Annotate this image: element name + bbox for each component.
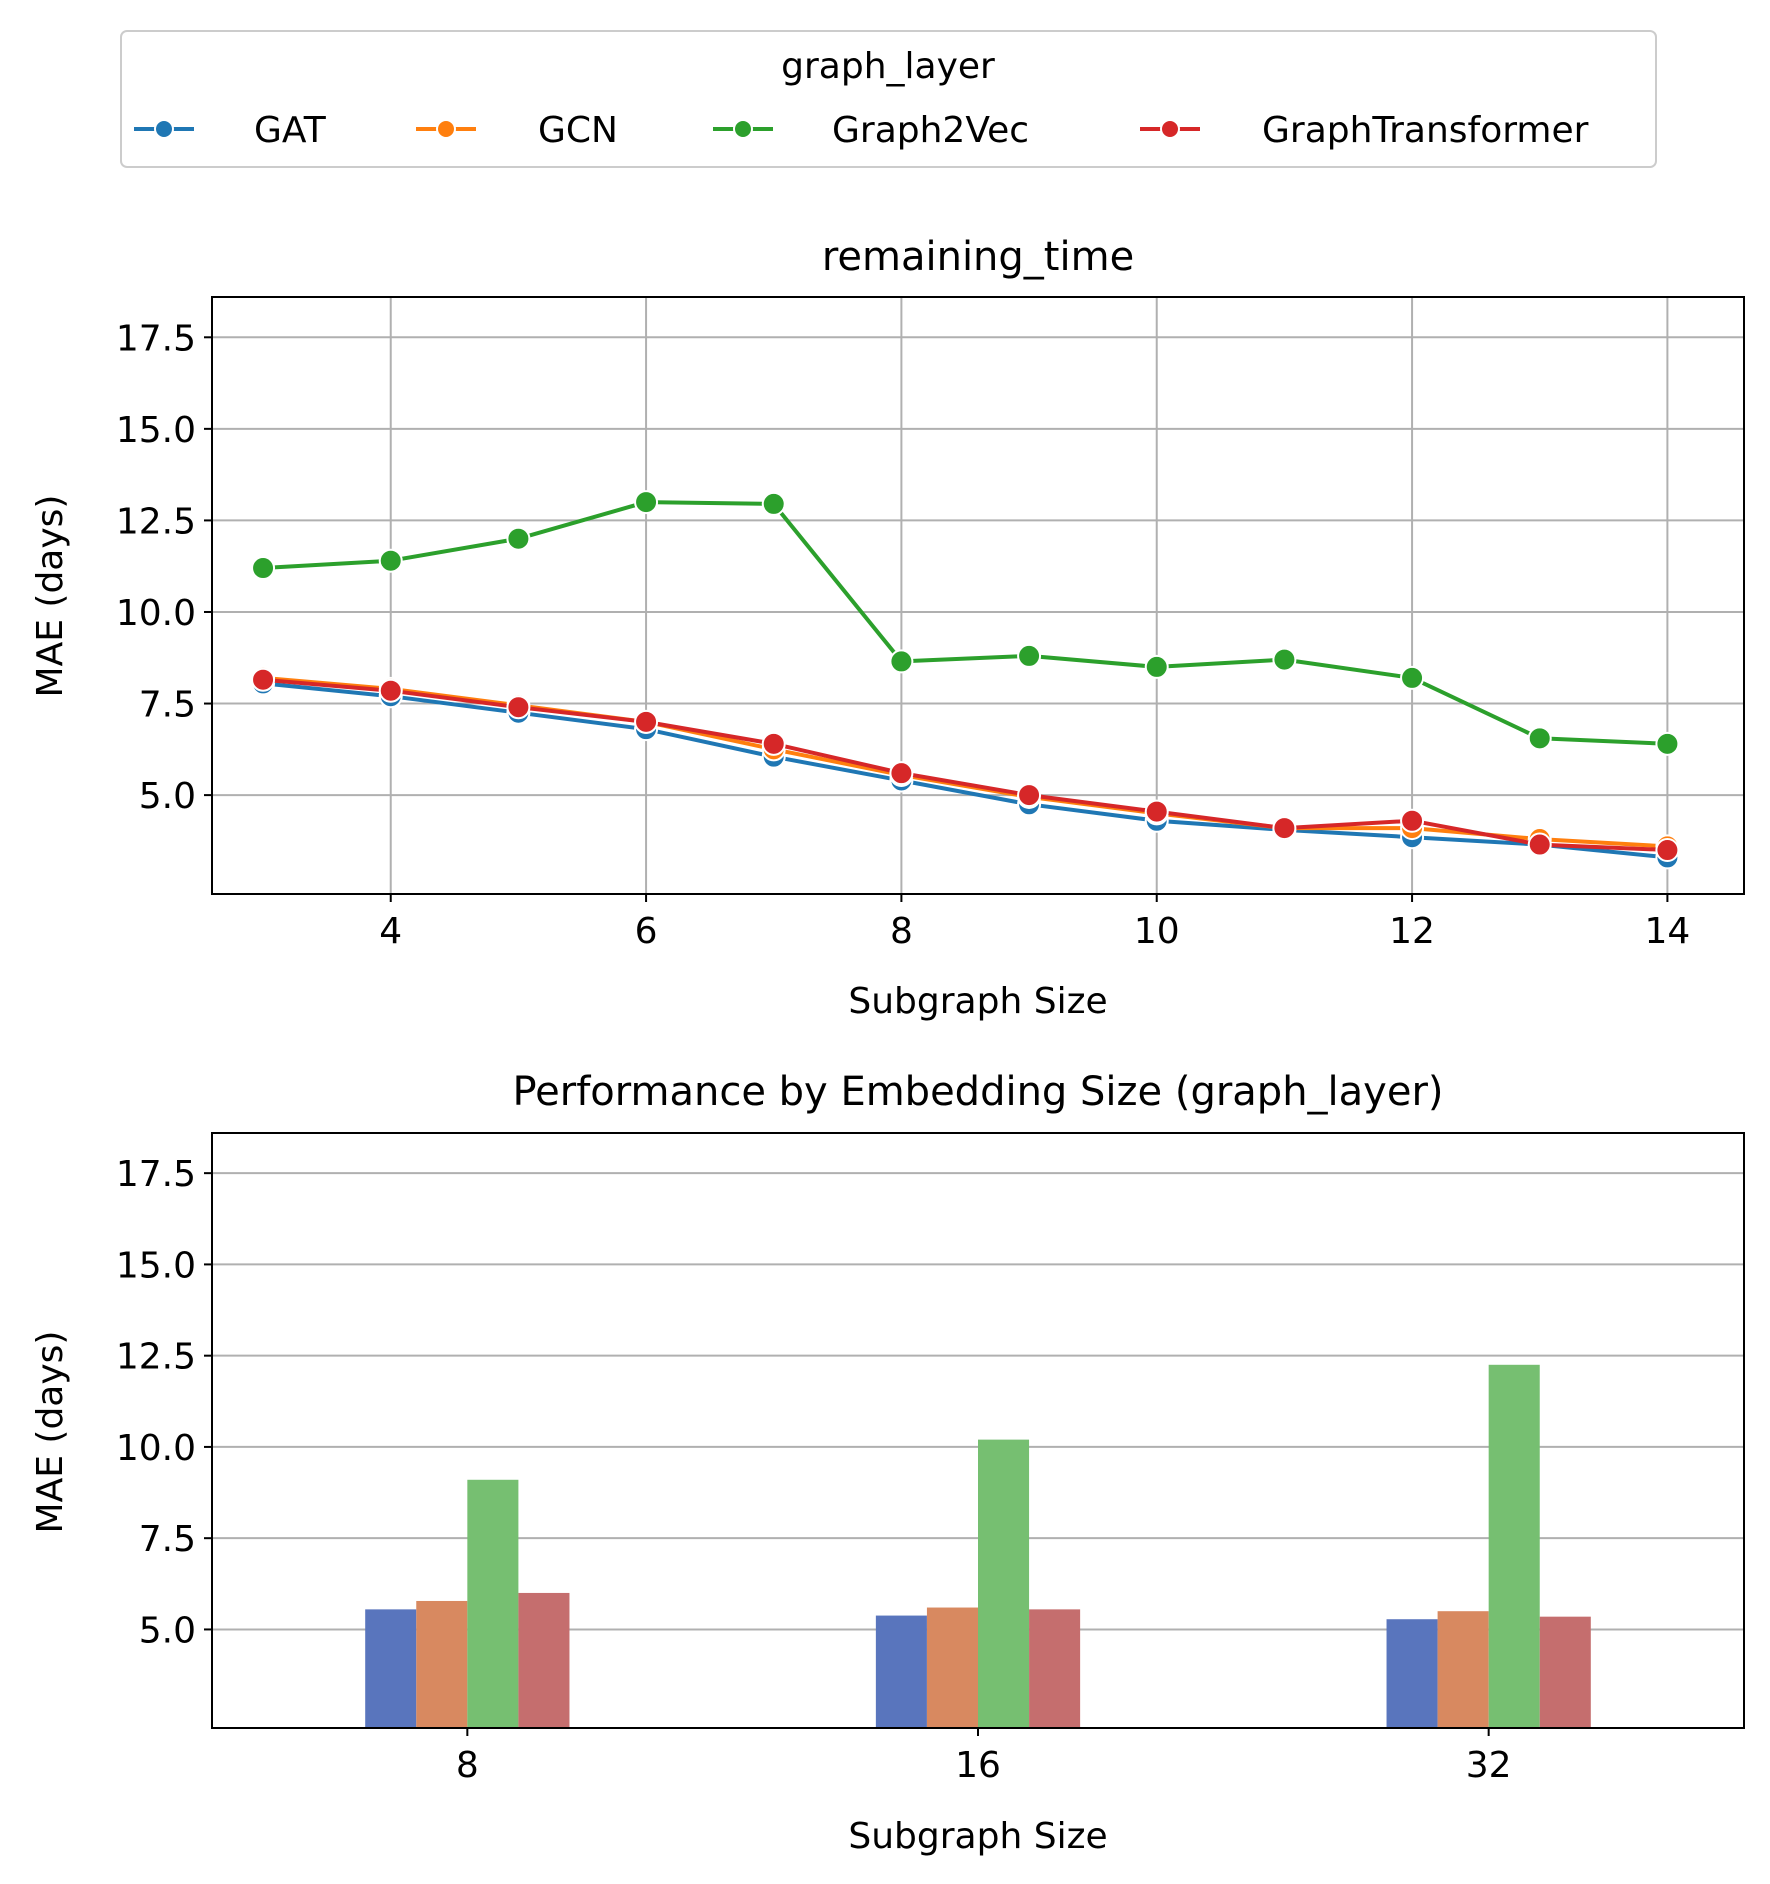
x-tick-label: 16: [955, 1745, 1001, 1786]
bar-chart-bars: [365, 1364, 1591, 1728]
bar-graphtransformer-32: [1539, 1616, 1591, 1728]
line-chart-title: remaining_time: [822, 234, 1134, 280]
legend-entry-gat: GAT: [134, 110, 327, 151]
y-tick-label: 12.5: [116, 1337, 196, 1378]
y-tick-label: 15.0: [116, 1245, 196, 1286]
bar-chart-x-label: Subgraph Size: [848, 1816, 1107, 1857]
data-point-graphtransformer: [1655, 838, 1680, 863]
x-tick-label: 8: [890, 911, 913, 952]
y-tick-label: 17.5: [116, 318, 196, 359]
x-tick-label: 8: [456, 1745, 479, 1786]
data-point-graphtransformer: [378, 678, 403, 703]
data-point-graphtransformer: [634, 709, 659, 734]
data-point-graphtransformer: [506, 695, 531, 720]
line-chart-x-label: Subgraph Size: [848, 981, 1107, 1022]
data-point-graphtransformer: [1017, 783, 1042, 808]
series-line-gat: [262, 681, 1668, 860]
y-tick-label: 12.5: [116, 501, 196, 542]
y-tick-label: 5.0: [139, 776, 196, 817]
y-tick-label: 17.5: [116, 1154, 196, 1195]
x-tick-label: 14: [1644, 911, 1690, 952]
bar-gcn-16: [926, 1607, 978, 1728]
bar-chart: Performance by Embedding Size (graph_lay…: [30, 1069, 1745, 1857]
data-point-graph2vec: [1144, 654, 1169, 679]
legend-marker-graphtransformer: [1160, 119, 1180, 139]
legend-marker-gat: [154, 119, 174, 139]
legend-entry-gcn: GCN: [416, 110, 618, 151]
legend-entry-graph2vec: Graph2Vec: [713, 110, 1029, 151]
bar-chart-y-label: MAE (days): [30, 1331, 71, 1534]
x-tick-label: 32: [1466, 1745, 1512, 1786]
bar-graph2vec-16: [978, 1439, 1030, 1728]
legend-title: graph_layer: [781, 46, 995, 87]
data-point-graphtransformer: [761, 731, 786, 756]
line-chart-y-label: MAE (days): [30, 495, 71, 698]
data-point-graph2vec: [1655, 731, 1680, 756]
x-tick-label: 10: [1134, 911, 1180, 952]
data-point-graphtransformer: [1272, 816, 1297, 841]
legend-marker-graph2vec: [733, 119, 753, 139]
bar-chart-title: Performance by Embedding Size (graph_lay…: [512, 1069, 1443, 1115]
legend-entry-graphtransformer: GraphTransformer: [1140, 110, 1589, 151]
bar-gat-8: [365, 1609, 417, 1728]
bar-graph2vec-32: [1488, 1364, 1540, 1728]
line-chart: remaining_time 4 6 8 10 12 14 5.0 7.5 10.0 12.5 1…: [30, 234, 1745, 1022]
data-point-graphtransformer: [1400, 808, 1425, 833]
data-point-graphtransformer: [1527, 832, 1552, 857]
y-tick-label: 15.0: [116, 410, 196, 451]
y-tick-label: 10.0: [116, 1428, 196, 1469]
series-graph2vec: [251, 490, 1680, 756]
series-graphtransformer: [251, 667, 1680, 863]
line-chart-frame: [211, 296, 1745, 895]
data-point-graph2vec: [1400, 665, 1425, 690]
data-point-graph2vec: [1527, 726, 1552, 751]
bar-graphtransformer-8: [518, 1592, 570, 1728]
x-tick-label: 12: [1389, 911, 1435, 952]
data-point-graph2vec: [761, 491, 786, 516]
line-chart-series: [251, 490, 1680, 870]
series-line-graphtransformer: [262, 677, 1668, 852]
legend: graph_layer GAT GCN Graph2Vec GraphTrans…: [120, 30, 1657, 168]
legend-label-graphtransformer: GraphTransformer: [1262, 110, 1589, 151]
bar-gcn-32: [1437, 1611, 1489, 1728]
bar-gat-32: [1386, 1619, 1438, 1728]
line-chart-y-ticks: 5.0 7.5 10.0 12.5 15.0 17.5: [116, 318, 212, 817]
data-point-graph2vec: [1272, 647, 1297, 672]
line-chart-grid: [212, 297, 1744, 894]
legend-label-gat: GAT: [254, 110, 327, 151]
bar-gcn-8: [416, 1600, 468, 1728]
y-tick-label: 10.0: [116, 593, 196, 634]
bar-chart-y-ticks: 5.0 7.5 10.0 12.5 15.0 17.5: [116, 1154, 212, 1651]
data-point-graphtransformer: [889, 761, 914, 786]
legend-frame: [120, 30, 1657, 168]
legend-label-gcn: GCN: [538, 110, 618, 151]
data-point-graphtransformer: [251, 667, 276, 692]
bar-graph2vec-8: [467, 1479, 519, 1728]
series-line-graph2vec: [262, 500, 1668, 746]
y-tick-label: 7.5: [139, 1519, 196, 1560]
bar-graphtransformer-16: [1029, 1609, 1081, 1728]
legend-label-graph2vec: Graph2Vec: [832, 110, 1029, 151]
line-chart-x-ticks: 4 6 8 10 12 14: [379, 894, 1690, 952]
x-tick-label: 4: [379, 911, 402, 952]
bar-chart-x-ticks: 8 16 32: [456, 1728, 1512, 1786]
data-point-graph2vec: [1017, 643, 1042, 668]
data-point-graphtransformer: [1144, 799, 1169, 824]
x-tick-label: 6: [635, 911, 658, 952]
legend-marker-gcn: [436, 119, 456, 139]
data-point-graph2vec: [506, 526, 531, 551]
data-point-graph2vec: [634, 490, 659, 515]
y-tick-label: 5.0: [139, 1610, 196, 1651]
data-point-graph2vec: [889, 649, 914, 674]
bar-gat-16: [875, 1615, 927, 1728]
data-point-graph2vec: [378, 548, 403, 573]
data-point-graph2vec: [251, 556, 276, 581]
y-tick-label: 7.5: [139, 685, 196, 726]
